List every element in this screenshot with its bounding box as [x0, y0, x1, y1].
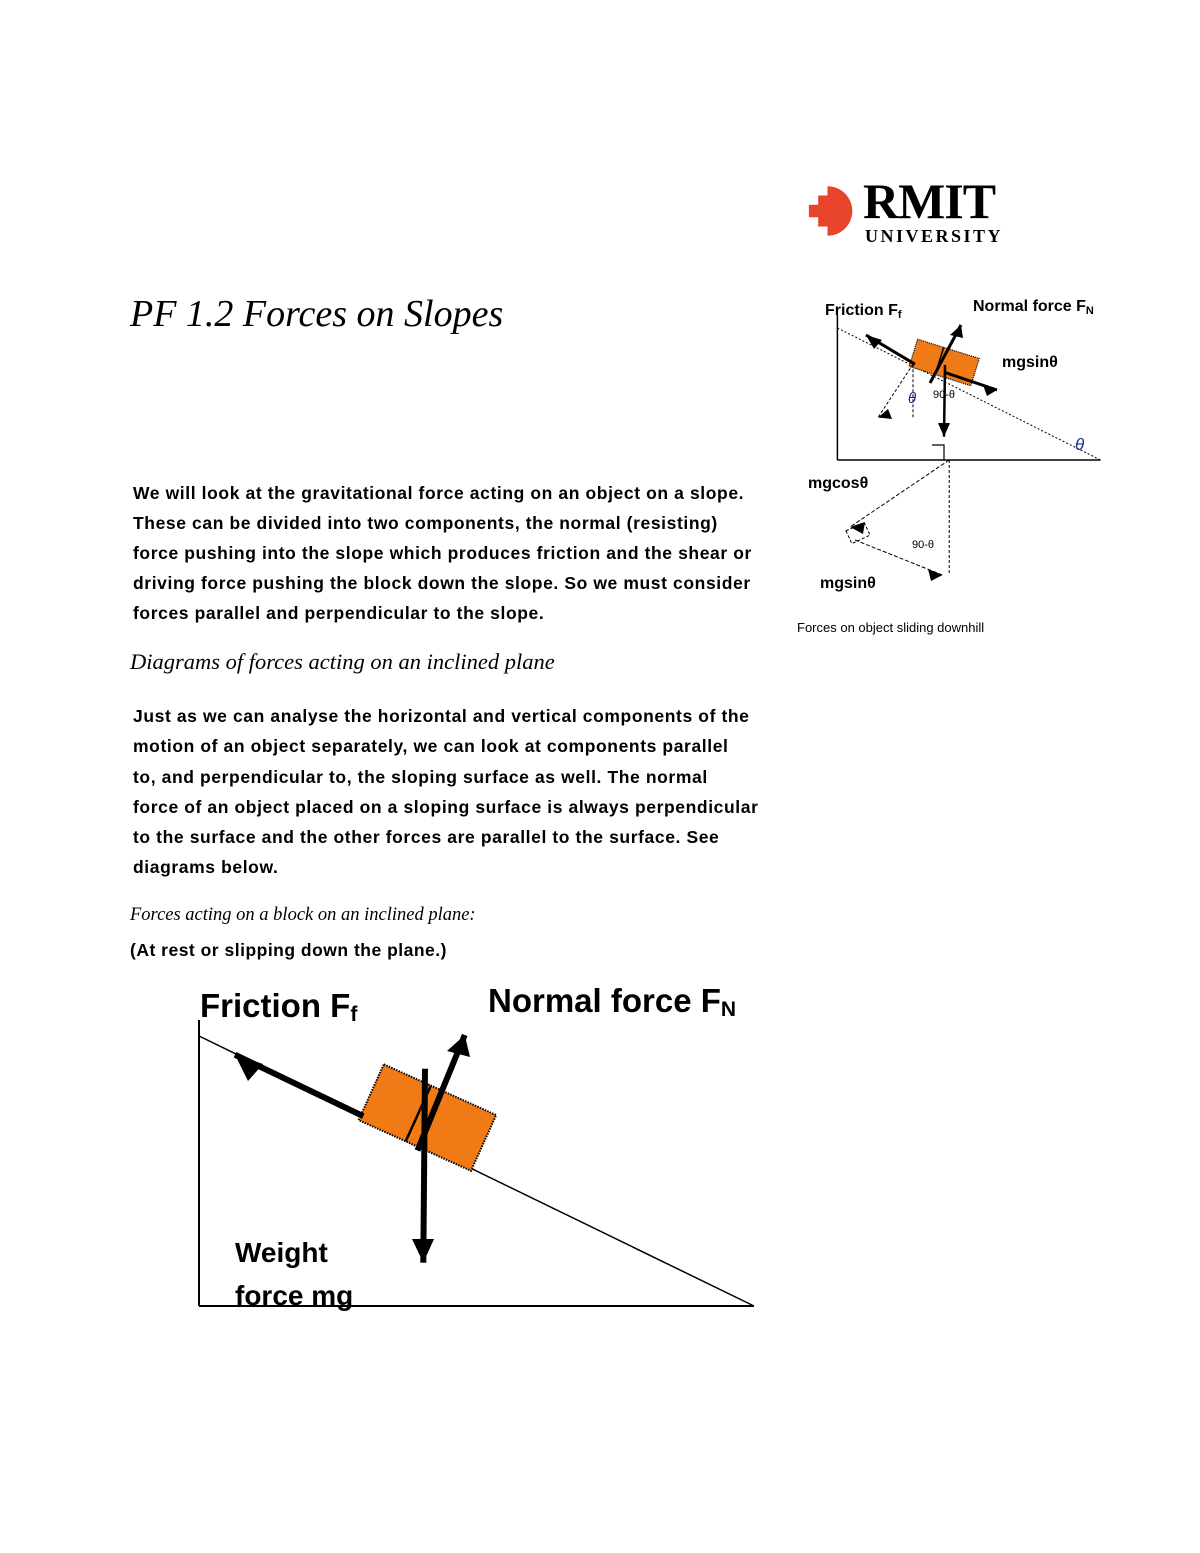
svg-text:θ: θ — [1075, 435, 1085, 454]
svg-text:Friction Ff: Friction Ff — [825, 302, 902, 321]
svg-text:Normal force FN: Normal force FN — [973, 298, 1094, 317]
svg-text:Friction Ff: Friction Ff — [200, 987, 358, 1026]
svg-text:mgsinθ: mgsinθ — [820, 575, 876, 592]
svg-text:force mg: force mg — [235, 1280, 353, 1311]
svg-text:90-θ: 90-θ — [912, 539, 934, 551]
svg-text:90-θ: 90-θ — [933, 389, 955, 401]
svg-text:Normal force FN: Normal force FN — [488, 982, 736, 1021]
svg-text:Weight: Weight — [235, 1237, 328, 1268]
svg-text:θ: θ — [908, 390, 916, 407]
svg-text:mgcosθ: mgcosθ — [808, 475, 868, 492]
svg-text:mgsinθ: mgsinθ — [1002, 354, 1058, 371]
